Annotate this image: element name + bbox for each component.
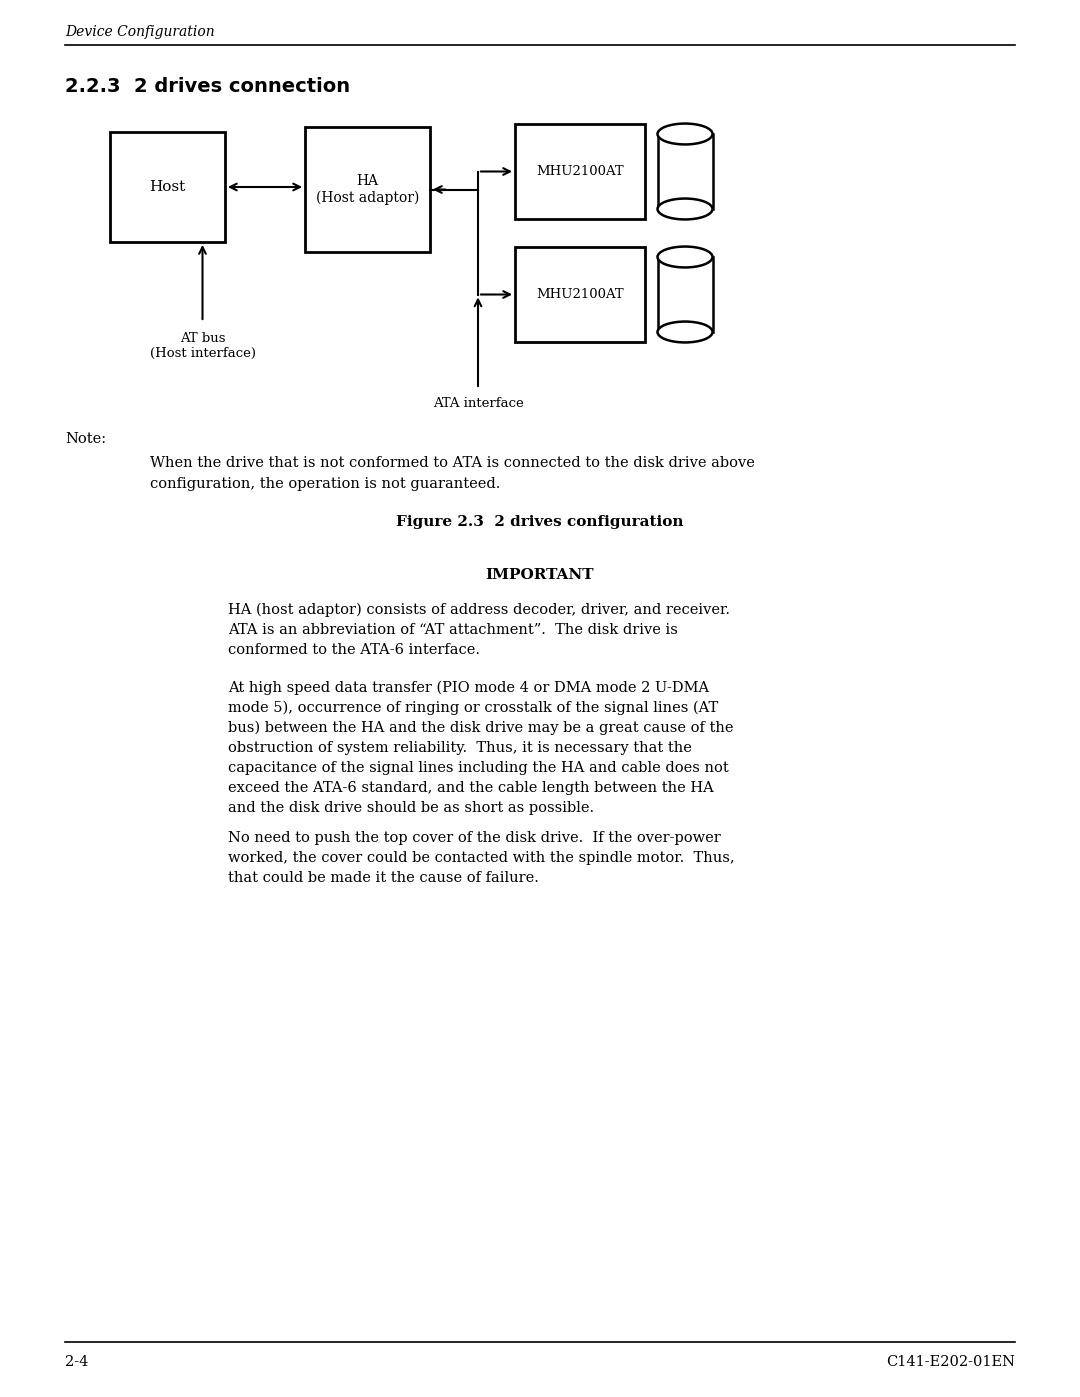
Text: ATA interface: ATA interface [433, 397, 524, 409]
Text: ATA is an abbreviation of “AT attachment”.  The disk drive is: ATA is an abbreviation of “AT attachment… [228, 623, 678, 637]
Text: that could be made it the cause of failure.: that could be made it the cause of failu… [228, 870, 539, 886]
Text: configuration, the operation is not guaranteed.: configuration, the operation is not guar… [150, 476, 500, 490]
Text: No need to push the top cover of the disk drive.  If the over-power: No need to push the top cover of the dis… [228, 831, 720, 845]
Bar [658, 134, 713, 210]
Text: 2-4: 2-4 [65, 1355, 89, 1369]
Bar [515, 124, 645, 219]
Text: At high speed data transfer (PIO mode 4 or DMA mode 2 U-DMA: At high speed data transfer (PIO mode 4 … [228, 680, 710, 696]
Bar [658, 257, 713, 332]
Text: conformed to the ATA-6 interface.: conformed to the ATA-6 interface. [228, 643, 480, 657]
Text: Host: Host [149, 180, 186, 194]
Text: exceed the ATA-6 standard, and the cable length between the HA: exceed the ATA-6 standard, and the cable… [228, 781, 714, 795]
Text: and the disk drive should be as short as possible.: and the disk drive should be as short as… [228, 800, 594, 814]
Text: Note:: Note: [65, 432, 106, 446]
Text: 2.2.3  2 drives connection: 2.2.3 2 drives connection [65, 77, 350, 96]
Text: AT bus
(Host interface): AT bus (Host interface) [149, 332, 256, 360]
Ellipse shape [658, 246, 713, 267]
Text: MHU2100AT: MHU2100AT [536, 165, 624, 177]
Ellipse shape [658, 321, 713, 342]
Text: worked, the cover could be contacted with the spindle motor.  Thus,: worked, the cover could be contacted wit… [228, 851, 734, 865]
Text: C141-E202-01EN: C141-E202-01EN [886, 1355, 1015, 1369]
Ellipse shape [658, 123, 713, 144]
Text: mode 5), occurrence of ringing or crosstalk of the signal lines (AT: mode 5), occurrence of ringing or crosst… [228, 701, 718, 715]
Bar [110, 131, 225, 242]
Text: When the drive that is not conformed to ATA is connected to the disk drive above: When the drive that is not conformed to … [150, 455, 755, 469]
Text: obstruction of system reliability.  Thus, it is necessary that the: obstruction of system reliability. Thus,… [228, 740, 692, 754]
Text: HA (host adaptor) consists of address decoder, driver, and receiver.: HA (host adaptor) consists of address de… [228, 604, 730, 617]
Bar [305, 127, 430, 251]
Text: MHU2100AT: MHU2100AT [536, 288, 624, 300]
Ellipse shape [658, 198, 713, 219]
Text: Device Configuration: Device Configuration [65, 25, 215, 39]
Text: HA
(Host adaptor): HA (Host adaptor) [315, 175, 419, 205]
Text: IMPORTANT: IMPORTANT [486, 569, 594, 583]
Text: capacitance of the signal lines including the HA and cable does not: capacitance of the signal lines includin… [228, 761, 729, 775]
Bar [515, 247, 645, 342]
Text: bus) between the HA and the disk drive may be a great cause of the: bus) between the HA and the disk drive m… [228, 721, 733, 735]
Text: Figure 2.3  2 drives configuration: Figure 2.3 2 drives configuration [396, 515, 684, 529]
